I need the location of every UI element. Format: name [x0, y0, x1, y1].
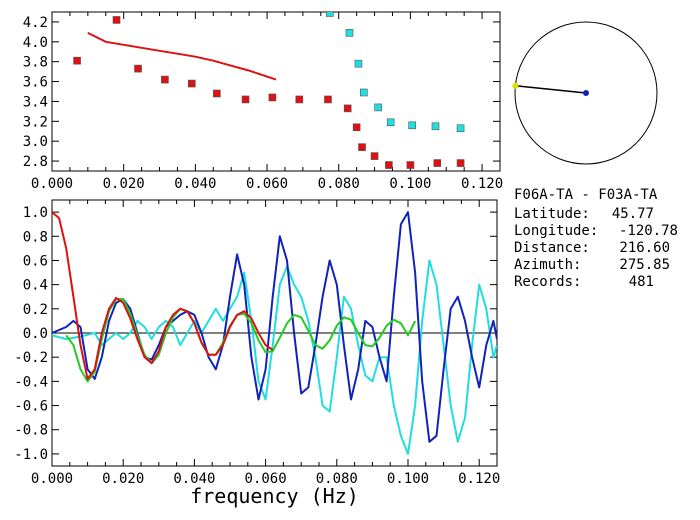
dial-center-dot [583, 90, 589, 96]
bottom-y-tick-label: -0.6 [14, 399, 48, 415]
red-data-point [324, 95, 332, 104]
bottom-x-tick-label: 0.100 [387, 471, 429, 487]
red-data-point [295, 95, 304, 104]
blue-series-line [52, 211, 497, 443]
red-data-point [343, 104, 352, 113]
azimuth-needle [515, 84, 587, 94]
bottom-y-tick-label: 0.0 [23, 326, 48, 342]
red-data-point [241, 95, 250, 104]
station-pair-label: F06A-TA - F03A-TA [514, 187, 658, 203]
dial-circle [514, 21, 658, 165]
top-y-tick-label: 3.0 [23, 134, 48, 150]
red-data-point [161, 75, 169, 84]
latitude-value: 45.77 [612, 206, 654, 222]
cyan-data-point [431, 122, 440, 131]
cyan-data-point [345, 29, 354, 37]
top-x-tick-label: 0.040 [174, 176, 216, 192]
top-frame [51, 11, 501, 172]
red-data-point [73, 56, 81, 65]
phase-velocity-chart: 0.000 0.020 0.040 0.060 0.080 0.100 0.120 2.8 3.… [23, 11, 503, 192]
azimuth-value: 275.85 [619, 257, 670, 273]
azimuth-dial [512, 21, 658, 165]
records-value: 481 [629, 274, 654, 290]
bottom-x-tick-label: 0.060 [245, 471, 287, 487]
bottom-y-tick-label: 0.4 [23, 278, 48, 294]
red-data-point [433, 159, 442, 167]
longitude-value: -120.78 [619, 223, 678, 239]
red-data-point [213, 89, 221, 98]
cyan-data-point [456, 124, 465, 133]
top-y-tick-label: 3.4 [23, 94, 48, 110]
top-y-tick-label: 4.2 [23, 15, 48, 31]
bottom-y-tick-label: 1.0 [23, 205, 48, 221]
top-y-tick-label: 3.6 [23, 75, 48, 91]
longitude-label: Longitude: [514, 223, 598, 239]
top-x-tick-label: 0.120 [461, 176, 503, 192]
dial-tip-dot [512, 82, 519, 89]
velocity-curve [87, 32, 277, 81]
azimuth-label: Azimuth: [514, 257, 581, 273]
bottom-x-tick-label: 0.120 [458, 471, 500, 487]
bottom-y-tick-label: -0.4 [14, 374, 48, 390]
top-x-tick-label: 0.000 [31, 176, 73, 192]
cyan-data-point [408, 121, 416, 130]
bottom-x-tick-label: 0.000 [31, 471, 73, 487]
top-y-tick-label: 4.0 [23, 35, 48, 51]
latitude-label: Latitude: [514, 206, 590, 222]
red-data-point [456, 159, 465, 167]
top-x-tick-label: 0.060 [246, 176, 288, 192]
top-y-tick-label: 3.8 [23, 55, 48, 71]
green-series-line [65, 298, 416, 383]
red-data-point [352, 123, 361, 132]
cyan-data-point [360, 88, 368, 97]
cyan-data-point [374, 103, 382, 112]
top-y-tick-label: 2.8 [23, 154, 48, 170]
red-data-point [358, 143, 366, 151]
top-y-tick-label: 3.2 [23, 114, 48, 130]
bottom-y-tick-label: 0.2 [23, 302, 48, 318]
distance-label: Distance: [514, 240, 590, 256]
red-data-point [134, 64, 142, 73]
bottom-x-tick-label: 0.080 [316, 471, 358, 487]
top-x-tick-label: 0.020 [103, 176, 145, 192]
station-info-panel: F06A-TA - F03A-TA Latitude: 45.77 Longit… [514, 187, 678, 290]
top-x-tick-label: 0.080 [318, 176, 360, 192]
bottom-x-tick-label: 0.020 [102, 471, 144, 487]
red-data-point [370, 152, 379, 160]
bottom-y-tick-label: -0.2 [14, 350, 48, 366]
distance-value: 216.60 [619, 240, 670, 256]
bottom-y-tick-label: 0.8 [23, 229, 48, 245]
bottom-y-tick-label: -1.0 [14, 447, 48, 463]
cyan-data-point [354, 59, 363, 68]
bottom-y-tick-label: -0.8 [14, 423, 48, 439]
x-axis-label: frequency (Hz) [190, 484, 359, 508]
cyan-data-point [325, 12, 334, 17]
records-label: Records: [514, 274, 581, 290]
red-data-point [187, 79, 196, 88]
red-data-point [112, 16, 121, 24]
cyan-data-point [386, 118, 395, 127]
red-data-point [268, 93, 277, 102]
bottom-y-tick-label: 0.6 [23, 253, 48, 269]
red-series-line [52, 211, 274, 380]
correlation-chart: 0.000 0.020 0.040 0.060 0.080 0.100 0.120 1.0 0.… [14, 199, 500, 508]
red-data-point [385, 161, 393, 169]
top-x-tick-label: 0.100 [389, 176, 431, 192]
bottom-x-tick-label: 0.040 [173, 471, 215, 487]
red-data-point [406, 161, 415, 169]
